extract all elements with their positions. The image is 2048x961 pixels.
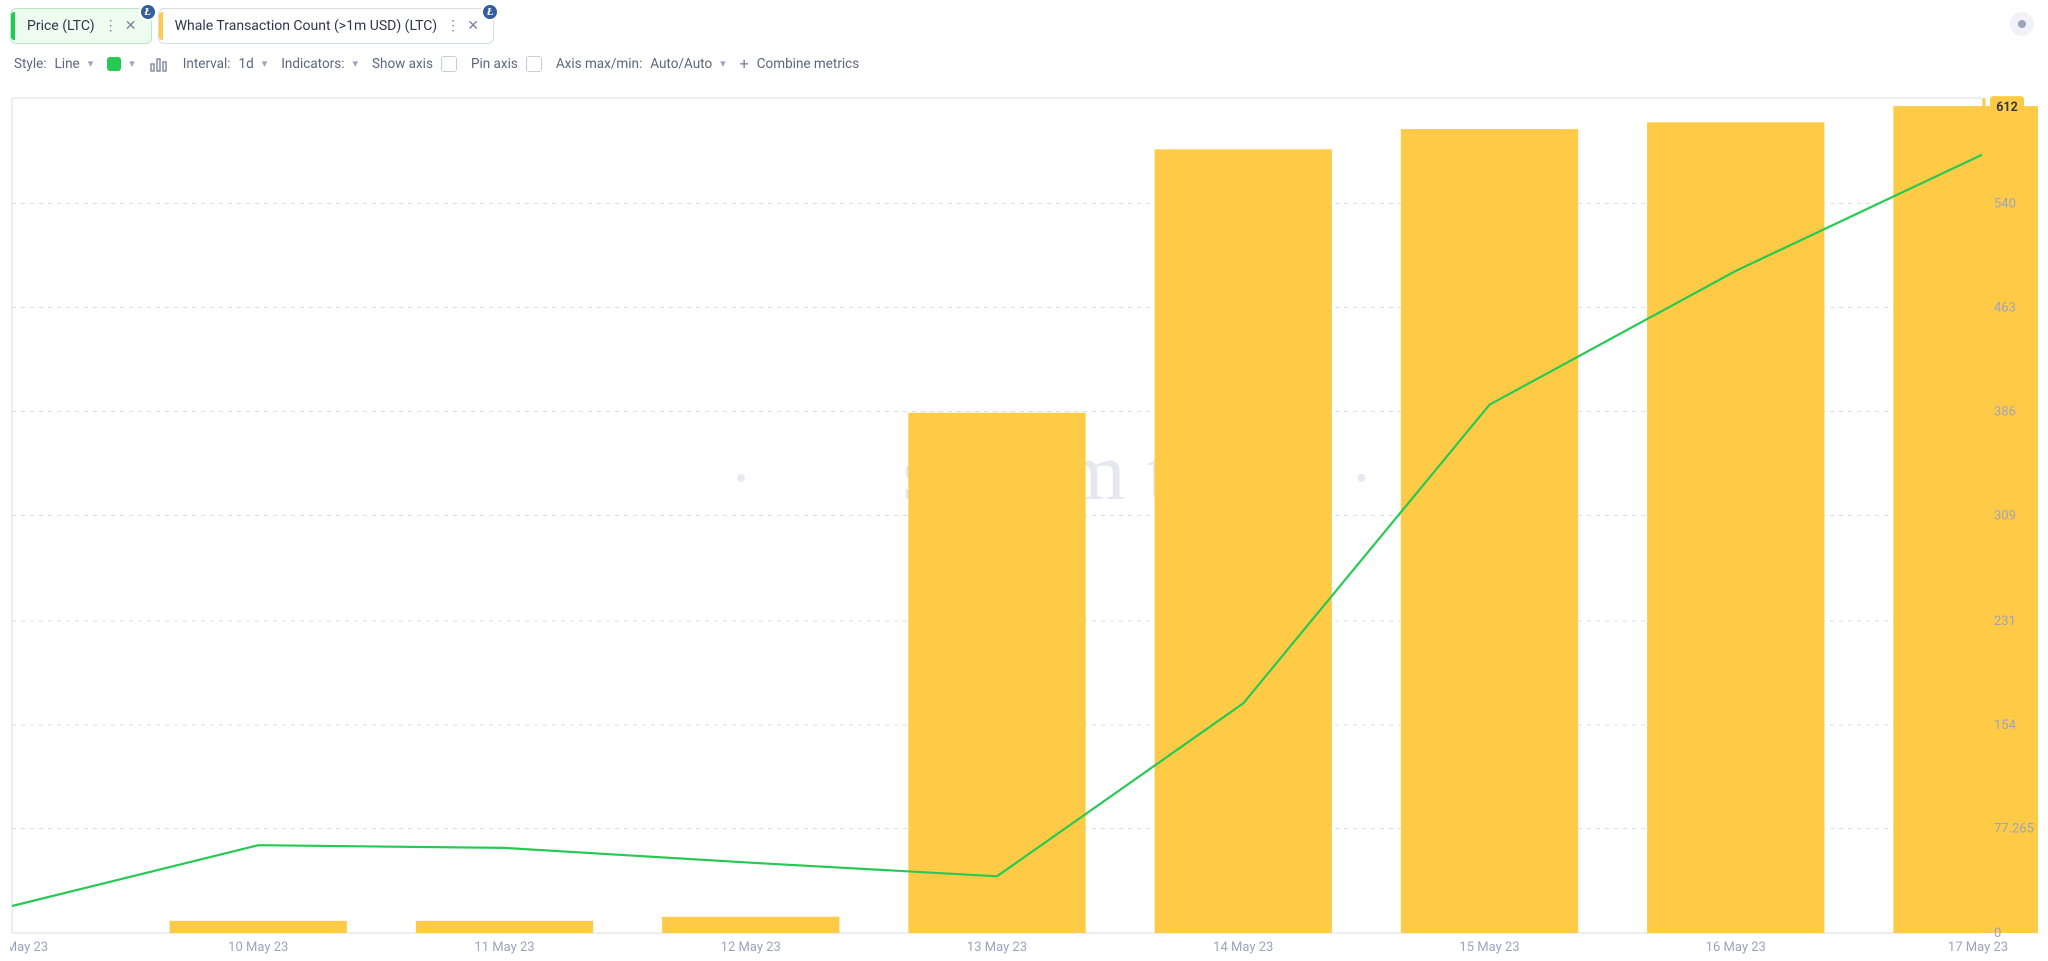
svg-text:14 May 23: 14 May 23	[1213, 940, 1273, 955]
chart-type-picker[interactable]	[149, 55, 169, 73]
app-root: Price (LTC) ⋮ ✕ Ł Whale Transaction Coun…	[0, 0, 2048, 961]
chevron-down-icon: ▾	[129, 57, 135, 70]
bar	[170, 921, 347, 933]
chevron-down-icon: ▾	[262, 57, 268, 70]
bar	[416, 921, 593, 933]
svg-text:386: 386	[1994, 404, 2016, 419]
series-color-swatch	[107, 57, 121, 71]
chevron-down-icon: ▾	[720, 57, 726, 70]
indicators-picker[interactable]: Indicators: ▾	[281, 56, 358, 72]
bar-chart-icon	[149, 55, 169, 73]
color-picker[interactable]: ▾	[107, 57, 135, 71]
interval-label: Interval:	[183, 56, 231, 72]
plus-icon: +	[740, 54, 749, 73]
interval-picker[interactable]: Interval: 1d ▾	[183, 56, 267, 72]
bar	[1893, 106, 2038, 933]
svg-text:77.265: 77.265	[1994, 822, 2034, 837]
show-axis-toggle[interactable]: Show axis	[372, 56, 457, 72]
metric-tab-whale[interactable]: Whale Transaction Count (>1m USD) (LTC) …	[158, 8, 494, 44]
checkbox-icon[interactable]	[441, 56, 457, 72]
indicators-label: Indicators:	[281, 56, 344, 72]
svg-text:612: 612	[1996, 100, 2018, 115]
interval-value: 1d	[239, 56, 254, 72]
axis-minmax-value: Auto/Auto	[650, 56, 712, 72]
svg-text:09 May 23: 09 May 23	[10, 940, 48, 955]
pin-axis-toggle[interactable]: Pin axis	[471, 56, 542, 72]
combine-metrics-label: Combine metrics	[757, 56, 859, 72]
svg-text:0: 0	[1994, 926, 2001, 941]
bar	[1155, 149, 1332, 933]
svg-text:154: 154	[1994, 718, 2017, 733]
metric-tab-label: Whale Transaction Count (>1m USD) (LTC)	[175, 18, 437, 34]
checkbox-icon[interactable]	[526, 56, 542, 72]
svg-text:16 May 23: 16 May 23	[1706, 940, 1766, 955]
svg-text:13 May 23: 13 May 23	[967, 940, 1027, 955]
status-indicator[interactable]	[2010, 12, 2034, 36]
close-icon[interactable]: ✕	[121, 15, 141, 37]
chart-area: sanr m t077.26515423130938646354061209 M…	[10, 96, 2038, 961]
svg-text:540: 540	[1994, 196, 2016, 211]
show-axis-label: Show axis	[372, 56, 433, 72]
svg-text:11 May 23: 11 May 23	[474, 940, 534, 955]
pin-axis-label: Pin axis	[471, 56, 518, 72]
chart-svg: sanr m t077.26515423130938646354061209 M…	[10, 96, 2038, 961]
axis-minmax-label: Axis max/min:	[556, 56, 642, 72]
style-label: Style:	[14, 56, 47, 72]
kebab-icon[interactable]: ⋮	[101, 15, 121, 37]
style-value: Line	[55, 56, 80, 72]
chevron-down-icon: ▾	[352, 57, 358, 70]
svg-text:12 May 23: 12 May 23	[721, 940, 781, 955]
style-picker[interactable]: Style: Line ▾	[14, 56, 93, 72]
chart-toolbar: Style: Line ▾ ▾ Interval: 1d ▾ Indicator…	[0, 44, 2048, 82]
metric-color-swatch	[159, 12, 163, 40]
coin-badge-icon: Ł	[481, 3, 499, 21]
svg-text:231: 231	[1994, 614, 2016, 629]
kebab-icon[interactable]: ⋮	[443, 15, 463, 37]
axis-minmax-picker[interactable]: Axis max/min: Auto/Auto ▾	[556, 56, 726, 72]
metric-tabs: Price (LTC) ⋮ ✕ Ł Whale Transaction Coun…	[0, 0, 2048, 44]
y-axis-flag: 612	[1990, 96, 2024, 116]
combine-metrics-button[interactable]: + Combine metrics	[740, 54, 860, 73]
metric-color-swatch	[11, 12, 15, 40]
chevron-down-icon: ▾	[88, 57, 94, 70]
bar	[662, 917, 839, 933]
bar	[1401, 129, 1578, 933]
bar	[1647, 122, 1824, 933]
metric-tab-price[interactable]: Price (LTC) ⋮ ✕ Ł	[10, 8, 152, 44]
metric-tab-label: Price (LTC)	[27, 18, 95, 34]
svg-text:309: 309	[1994, 509, 2016, 524]
close-icon[interactable]: ✕	[463, 15, 483, 37]
svg-text:10 May 23: 10 May 23	[228, 940, 288, 955]
svg-text:15 May 23: 15 May 23	[1459, 940, 1519, 955]
svg-text:17 May 23: 17 May 23	[1948, 940, 2008, 955]
bar	[908, 413, 1085, 933]
coin-badge-icon: Ł	[139, 3, 157, 21]
svg-text:463: 463	[1994, 300, 2016, 315]
